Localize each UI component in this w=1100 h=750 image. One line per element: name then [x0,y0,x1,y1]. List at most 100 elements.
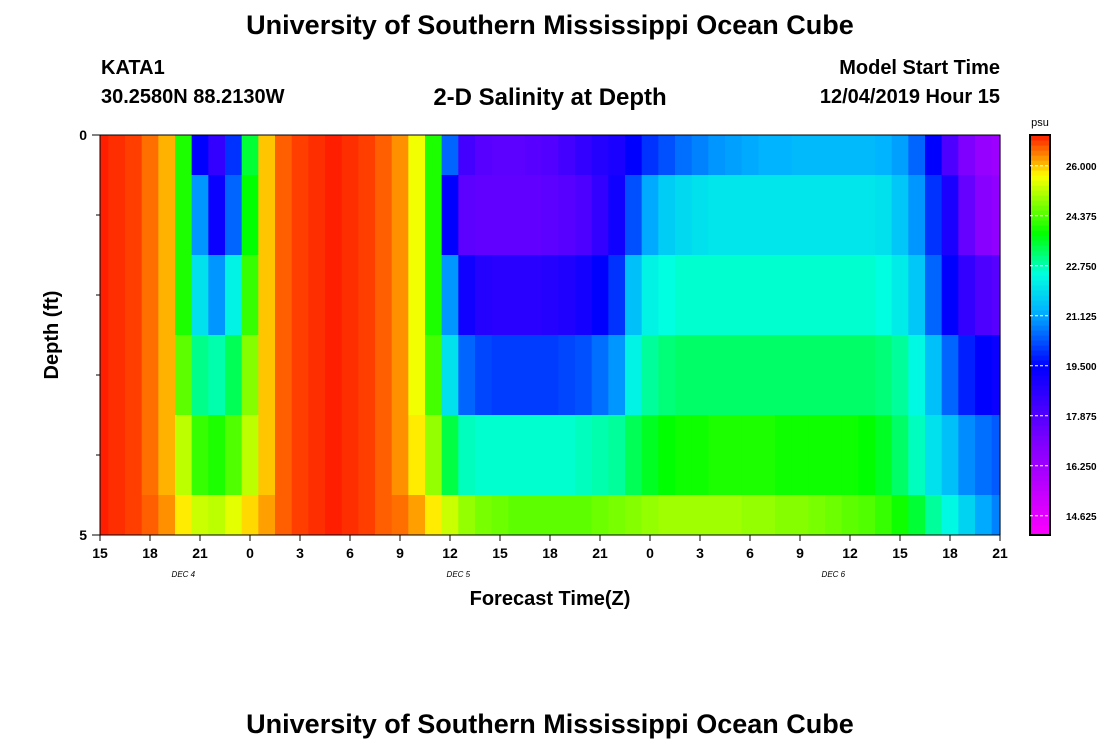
heatmap-cell [441,335,459,415]
heatmap-cell [441,255,459,335]
heatmap-cell [608,255,626,335]
heatmap-cell [975,495,993,535]
colorbar-segment [1030,365,1050,371]
heatmap-cell [625,175,643,255]
colorbar-segment [1030,415,1050,421]
heatmap-cell [208,335,226,415]
heatmap-cell [458,495,476,535]
x-tick-label: 9 [396,545,404,561]
heatmap-cell [991,415,1001,495]
heatmap-cell [991,135,1001,175]
heatmap-cell [391,415,409,495]
heatmap-cell [441,135,459,175]
heatmap-cell [491,255,509,335]
model-start-value: 12/04/2019 Hour 15 [819,86,1000,108]
colorbar-unit-label: psu [1031,117,1049,129]
heatmap-cell [258,255,276,335]
heatmap-cell [275,255,293,335]
colorbar-segment [1030,495,1050,501]
heatmap-cell [525,335,543,415]
heatmap-cell [441,495,459,535]
heatmap-cell [425,415,443,495]
heatmap-cell [141,495,159,535]
heatmap-cell [158,335,176,415]
heatmap-cell [225,335,243,415]
heatmap-cell [975,415,993,495]
colorbar-segment [1030,375,1050,381]
heatmap-cell [608,335,626,415]
colorbar-segment [1030,295,1050,301]
heatmap-cell [791,415,809,495]
heatmap-cell [691,255,709,335]
colorbar-segment [1030,230,1050,236]
heatmap-cell [858,415,876,495]
heatmap-cell [758,335,776,415]
chart-title: 2-D Salinity at Depth [433,84,667,111]
heatmap-cell [391,335,409,415]
heatmap-cell [291,415,309,495]
heatmap-cell [258,135,276,175]
heatmap-cell [100,495,109,535]
heatmap-cell [625,255,643,335]
heatmap-cell [691,135,709,175]
heatmap-cell [808,495,826,535]
heatmap-cell [308,335,326,415]
heatmap-cell [725,175,743,255]
heatmap-cell [175,415,193,495]
heatmap-cell [708,175,726,255]
heatmap-cell [991,175,1001,255]
heatmap-cell [791,255,809,335]
heatmap-cell [725,135,743,175]
x-tick-label: 21 [992,545,1008,561]
heatmap-cell [341,415,359,495]
heatmap-cell [425,335,443,415]
heatmap-cell [691,495,709,535]
heatmap-cell [991,335,1001,415]
heatmap-cell [191,175,209,255]
colorbar-segment [1030,520,1050,526]
heatmap-cell [541,255,559,335]
heatmap-cell [891,175,909,255]
heatmap-cell [391,495,409,535]
heatmap-cell [108,135,126,175]
heatmap-cell [658,175,676,255]
heatmap-cell [291,175,309,255]
heatmap-cell [975,135,993,175]
heatmap-cell [275,175,293,255]
heatmap-cell [591,415,609,495]
heatmap-cell [458,175,476,255]
heatmap-cell [858,175,876,255]
heatmap-cell [508,335,526,415]
heatmap-cell [675,495,693,535]
heatmap-cell [491,335,509,415]
colorbar-segment [1030,245,1050,251]
model-start-label: Model Start Time [839,57,1000,79]
heatmap-cell [591,495,609,535]
colorbar-segment [1030,510,1050,516]
heatmap-cell [658,335,676,415]
colorbar-segment [1030,175,1050,181]
heatmap-cell [958,335,976,415]
heatmap-cell [525,495,543,535]
heatmap-cell [241,135,259,175]
heatmap-cell [391,175,409,255]
heatmap-cell [675,135,693,175]
heatmap-cell [341,495,359,535]
heatmap-cell [325,415,343,495]
heatmap-cell [225,135,243,175]
heatmap-cell [825,175,843,255]
heatmap-cell [891,135,909,175]
heatmap-cell [175,255,193,335]
colorbar-segment [1030,490,1050,496]
heatmap-cell [241,255,259,335]
colorbar-segment [1030,210,1050,216]
colorbar-segment [1030,525,1050,531]
x-tick-label: 9 [796,545,804,561]
colorbar-segment [1030,475,1050,481]
heatmap-cell [641,415,659,495]
x-tick-label: 0 [646,545,654,561]
heatmap-cell [275,335,293,415]
heatmap-cell [575,415,593,495]
heatmap-cell [508,175,526,255]
